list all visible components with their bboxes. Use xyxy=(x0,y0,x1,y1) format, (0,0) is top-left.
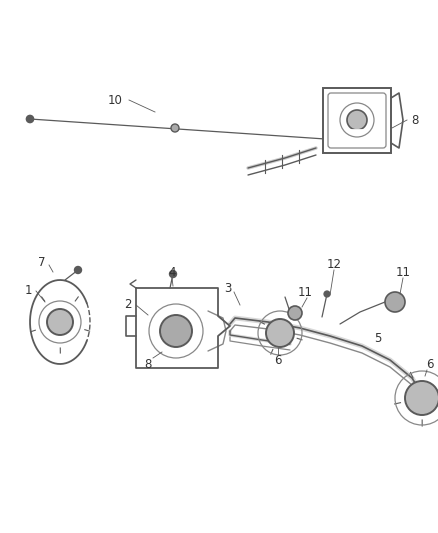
Text: 11: 11 xyxy=(396,265,410,279)
Text: 6: 6 xyxy=(274,353,282,367)
Text: 3: 3 xyxy=(224,281,232,295)
Text: 8: 8 xyxy=(411,114,419,126)
Circle shape xyxy=(171,124,179,132)
Circle shape xyxy=(288,306,302,320)
Text: 8: 8 xyxy=(144,359,152,372)
Circle shape xyxy=(160,315,192,347)
Circle shape xyxy=(47,309,73,335)
Text: 10: 10 xyxy=(108,93,123,107)
Circle shape xyxy=(170,271,177,278)
Text: 6: 6 xyxy=(426,359,434,372)
Text: 7: 7 xyxy=(38,255,46,269)
Text: 1: 1 xyxy=(24,284,32,296)
Text: 11: 11 xyxy=(297,286,312,298)
Text: 2: 2 xyxy=(124,298,132,311)
Circle shape xyxy=(74,266,81,273)
Circle shape xyxy=(405,381,438,415)
Text: 12: 12 xyxy=(326,257,342,271)
Text: 4: 4 xyxy=(168,265,176,279)
Circle shape xyxy=(347,110,367,130)
Circle shape xyxy=(385,292,405,312)
Bar xyxy=(323,88,391,153)
Circle shape xyxy=(324,291,330,297)
Circle shape xyxy=(27,116,33,123)
Circle shape xyxy=(266,319,294,347)
Text: 5: 5 xyxy=(374,332,381,344)
